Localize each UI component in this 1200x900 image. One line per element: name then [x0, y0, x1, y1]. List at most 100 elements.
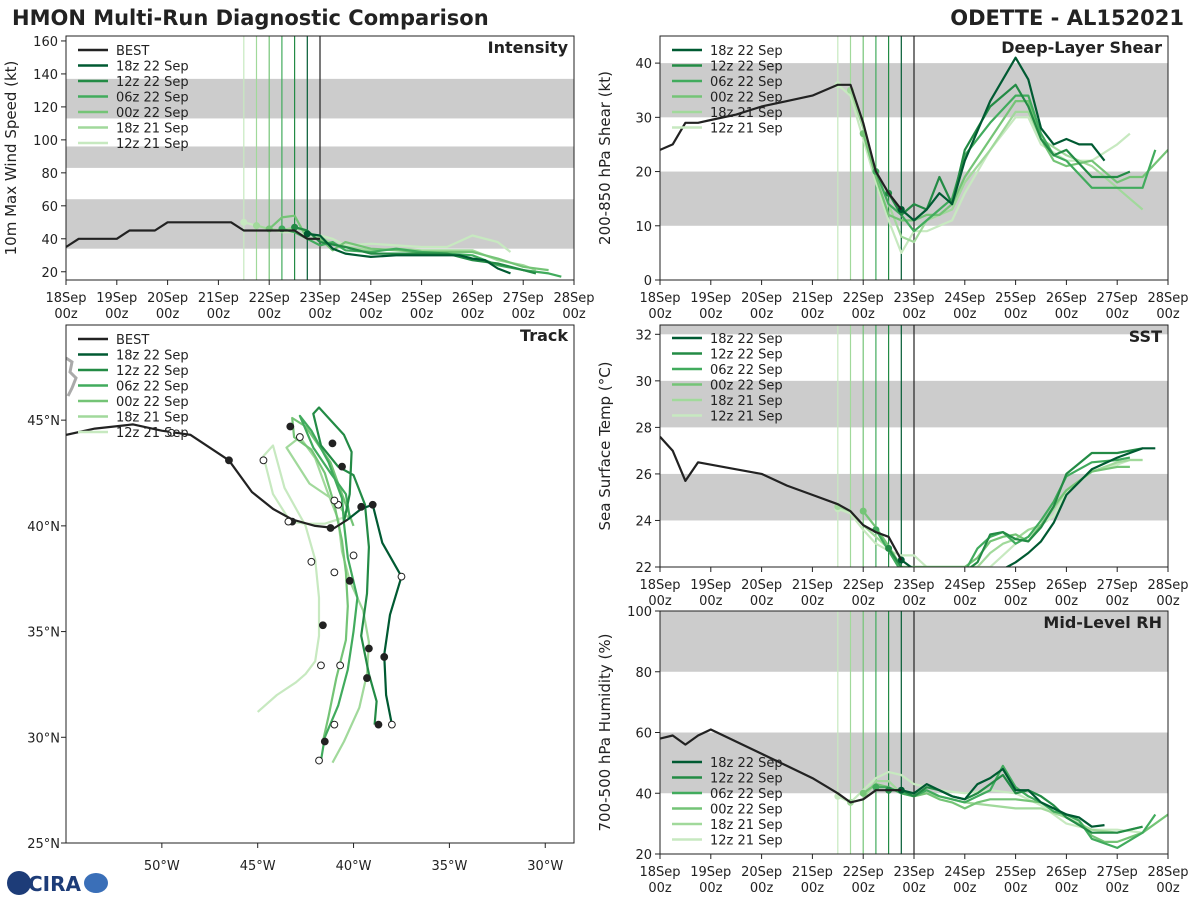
- legend-label: 12z 21 Sep: [710, 410, 783, 425]
- track-position-marker: [167, 428, 176, 437]
- track-position-marker: [374, 720, 383, 729]
- x-tick-label-date: 26Sep: [1046, 578, 1087, 593]
- x-tick-label-date: 19Sep: [690, 865, 731, 880]
- y-tick-label: 100: [627, 605, 652, 620]
- chart-intensity: 2040608010012014016018Sep00z19Sep00z20Se…: [2, 35, 595, 322]
- y-tick-label: 40°N: [27, 520, 60, 535]
- series-line-best: [660, 728, 902, 804]
- x-tick-label-date: 24Sep: [350, 291, 391, 306]
- x-tick-label-date: 25Sep: [995, 865, 1036, 880]
- track-position-marker: [364, 644, 373, 653]
- x-tick-label-date: 18Sep: [639, 578, 680, 593]
- x-tick-label-date: 19Sep: [690, 291, 731, 306]
- track-position-marker: [284, 517, 293, 526]
- y-tick-label: 120: [33, 101, 58, 116]
- series-start-marker: [885, 544, 893, 552]
- series-line-18z-22-sep: [900, 56, 1106, 222]
- y-tick-label: 30: [635, 375, 652, 390]
- track-position-marker: [345, 576, 354, 585]
- x-tick-label-date: 26Sep: [452, 291, 493, 306]
- series-line-best: [660, 435, 903, 561]
- track-position-marker: [368, 500, 377, 509]
- panel-title: Intensity: [488, 38, 569, 57]
- x-tick-label-hour: 00z: [1004, 307, 1028, 322]
- x-tick-label: 30°W: [527, 859, 563, 874]
- x-tick-label-date: 20Sep: [147, 291, 188, 306]
- legend-label: 18z 22 Sep: [710, 332, 783, 347]
- y-axis-label: Sea Surface Temp (°C): [596, 361, 614, 530]
- series-start-marker: [291, 223, 299, 231]
- legend-label: 12z 21 Sep: [710, 122, 783, 137]
- x-tick-label-hour: 00z: [699, 594, 723, 609]
- x-tick-label-hour: 00z: [953, 594, 977, 609]
- x-tick-label-date: 27Sep: [1097, 291, 1138, 306]
- x-tick-label-hour: 00z: [953, 307, 977, 322]
- track-position-marker: [295, 433, 304, 441]
- panel-title: Track: [520, 326, 568, 345]
- track-position-marker: [307, 557, 316, 566]
- legend-label: 12z 21 Sep: [116, 137, 189, 152]
- plot-frame: [65, 324, 575, 844]
- series-line-12z-22-sep: [294, 226, 537, 275]
- x-tick-label-hour: 00z: [1156, 881, 1180, 896]
- y-tick-label: 20: [635, 848, 652, 863]
- series-start-marker: [240, 218, 248, 226]
- x-tick-label-hour: 00z: [1055, 307, 1079, 322]
- y-tick-label: 40: [635, 57, 652, 72]
- x-tick-label-date: 19Sep: [690, 578, 731, 593]
- x-tick-label-hour: 00z: [953, 881, 977, 896]
- x-tick-label-date: 23Sep: [299, 291, 340, 306]
- track-position-marker: [317, 661, 325, 670]
- x-tick-label-hour: 00z: [1055, 594, 1079, 609]
- series-line-18z-22-sep: [901, 767, 1105, 828]
- legend-label: 18z 21 Sep: [116, 411, 189, 426]
- x-tick-label-hour: 00z: [852, 594, 876, 609]
- y-tick-label: 24: [635, 514, 652, 529]
- track-position-marker: [397, 572, 406, 581]
- track-position-marker: [363, 674, 371, 682]
- track-position-marker: [318, 621, 327, 630]
- storm-id-title: ODETTE - AL152021: [950, 6, 1184, 30]
- x-tick-label-date: 28Sep: [553, 291, 594, 306]
- y-tick-label: 28: [635, 421, 652, 436]
- x-tick-label-hour: 00z: [648, 307, 672, 322]
- legend-label: 06z 22 Sep: [710, 75, 783, 90]
- y-tick-label: 160: [33, 35, 58, 50]
- x-tick-label: 40°W: [336, 859, 372, 874]
- x-tick-label-date: 24Sep: [944, 578, 985, 593]
- track-position-marker: [326, 524, 335, 532]
- y-tick-label: 20: [635, 166, 652, 181]
- x-tick-label-hour: 00z: [461, 307, 485, 322]
- panel-title: Deep-Layer Shear: [1001, 38, 1162, 57]
- x-tick-label-date: 22Sep: [843, 865, 884, 880]
- track-position-marker: [259, 456, 268, 465]
- legend-label: 18z 21 Sep: [710, 106, 783, 121]
- y-tick-label: 32: [635, 328, 652, 343]
- series-line-12z-22-sep: [888, 773, 1143, 834]
- track-position-marker: [330, 496, 339, 505]
- x-tick-label-date: 24Sep: [944, 865, 985, 880]
- y-tick-label: 0: [644, 274, 652, 289]
- legend-label: BEST: [116, 333, 149, 348]
- y-tick-label: 80: [41, 167, 58, 182]
- legend-label: 18z 21 Sep: [710, 818, 783, 833]
- y-tick-label: 26: [635, 468, 652, 483]
- legend-label: 00z 22 Sep: [710, 91, 783, 106]
- track-position-marker: [328, 439, 337, 448]
- x-tick-label-hour: 00z: [648, 881, 672, 896]
- x-tick-label-date: 28Sep: [1147, 865, 1188, 880]
- legend-label: 18z 22 Sep: [116, 60, 189, 75]
- x-tick-label-hour: 00z: [410, 307, 434, 322]
- x-tick-label-date: 20Sep: [741, 578, 782, 593]
- y-axis-label: 10m Max Wind Speed (kt): [2, 61, 20, 256]
- y-tick-label: 45°N: [27, 414, 60, 429]
- series-line-00z-22-sep: [862, 99, 1168, 222]
- x-tick-label-date: 21Sep: [792, 865, 833, 880]
- x-tick-label-hour: 00z: [156, 307, 180, 322]
- x-tick-label-date: 23Sep: [893, 291, 934, 306]
- y-tick-label: 80: [635, 666, 652, 681]
- track-position-marker: [336, 661, 345, 670]
- legend-label: 18z 22 Sep: [116, 349, 189, 364]
- y-tick-label: 30: [635, 111, 652, 126]
- legend-label: 06z 22 Sep: [116, 91, 189, 106]
